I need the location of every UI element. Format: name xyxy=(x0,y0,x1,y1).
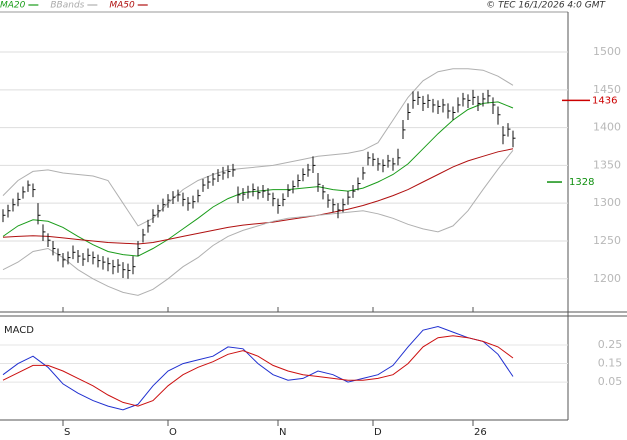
x-tick-label: 26 xyxy=(474,427,487,438)
level-label: 1436 xyxy=(592,95,617,106)
level-label: 1328 xyxy=(569,177,594,188)
x-tick-label: S xyxy=(64,427,70,438)
y-tick-label: 0.25 xyxy=(598,338,623,351)
macd-line xyxy=(2,335,514,407)
y-tick-label: 1400 xyxy=(593,121,621,134)
indicator-line xyxy=(2,149,514,296)
y-tick-label: 0.15 xyxy=(598,357,623,370)
macd-line xyxy=(2,325,514,411)
copyright: © TEC 16/1/2026 4:0 GMT xyxy=(486,1,606,11)
y-tick-label: 1500 xyxy=(593,45,621,58)
y-tick-label: 0.05 xyxy=(598,375,623,388)
x-tick-label: D xyxy=(374,427,382,438)
legend-label: BBands xyxy=(50,1,84,11)
macd-title: MACD xyxy=(4,325,34,336)
x-tick-label: O xyxy=(169,427,177,438)
legend-label: MA50 xyxy=(109,1,135,11)
x-tick-label: N xyxy=(279,427,286,438)
y-tick-label: 1350 xyxy=(593,158,621,171)
indicator-line xyxy=(2,68,514,227)
y-tick-label: 1250 xyxy=(593,234,621,247)
y-tick-label: 1300 xyxy=(593,196,621,209)
y-tick-label: 1450 xyxy=(593,83,621,96)
legend-label: MA20 xyxy=(0,1,26,11)
indicator-line xyxy=(2,148,514,245)
y-tick-label: 1200 xyxy=(593,272,621,285)
